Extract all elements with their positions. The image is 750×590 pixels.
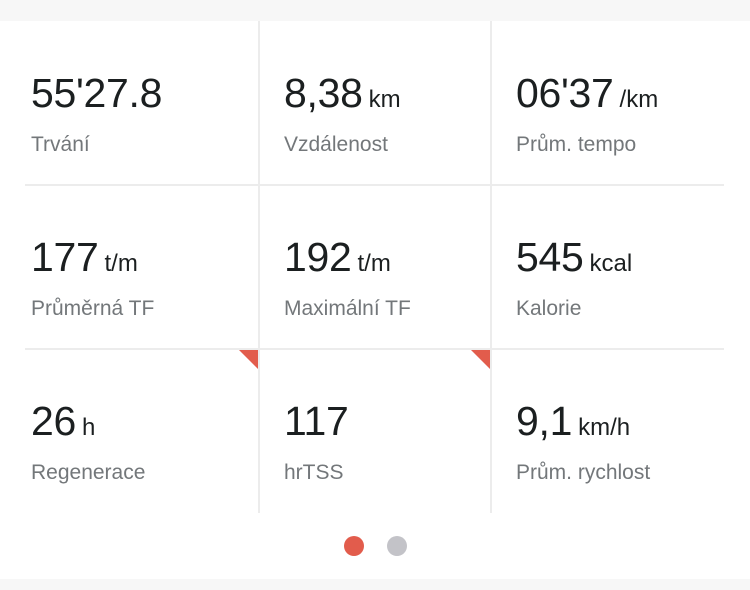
stat-unit: km (368, 86, 401, 113)
grid-divider-vertical (258, 21, 260, 513)
stat-unit: kcal (589, 250, 633, 277)
stat-value: 177 (31, 234, 99, 280)
page-dot[interactable] (387, 536, 407, 556)
info-corner-flag (471, 350, 490, 369)
stat-avg-speed[interactable]: 9,1 km/h Prům. rychlost (492, 349, 724, 513)
stat-value: 545 (516, 234, 584, 280)
stat-distance[interactable]: 8,38 km Vzdálenost (260, 21, 490, 185)
stat-unit: km/h (578, 414, 631, 441)
info-corner-flag (239, 350, 258, 369)
stat-max-cadence[interactable]: 192 t/m Maximální TF (260, 185, 490, 349)
stat-label: Trvání (31, 133, 90, 156)
stat-unit: t/m (104, 250, 138, 277)
stat-label: Prům. tempo (516, 133, 637, 156)
stat-avg-cadence[interactable]: 177 t/m Průměrná TF (25, 185, 258, 349)
stat-value: 26 (31, 398, 77, 444)
stat-hrtss[interactable]: 117 hrTSS (260, 349, 490, 513)
page-dot-active[interactable] (344, 536, 364, 556)
stat-label: Regenerace (31, 461, 146, 484)
stat-label: Prům. rychlost (516, 461, 651, 484)
stat-unit: h (82, 414, 96, 441)
stat-label: Vzdálenost (284, 133, 388, 156)
stat-duration[interactable]: 55'27.8 Trvání (25, 21, 258, 185)
stat-unit: /km (619, 86, 659, 113)
grid-divider-vertical (490, 21, 492, 513)
stat-value: 117 (284, 398, 349, 444)
stats-grid: 55'27.8 Trvání 8,38 km Vzdálenost 06'37/k… (25, 21, 724, 513)
stat-label: Kalorie (516, 297, 582, 320)
stat-value: 06'37 (516, 70, 614, 116)
stat-label: Průměrná TF (31, 297, 155, 320)
stat-recovery[interactable]: 26 h Regenerace (25, 349, 258, 513)
stat-value: 192 (284, 234, 352, 280)
stat-value: 55'27.8 (31, 70, 163, 116)
pagination-dots (0, 536, 750, 558)
stat-label: hrTSS (284, 461, 344, 484)
stat-value: 9,1 (516, 398, 573, 444)
stat-value: 8,38 (284, 70, 363, 116)
workout-summary-card: 55'27.8 Trvání 8,38 km Vzdálenost 06'37/k… (0, 21, 750, 579)
grid-divider-horizontal (25, 348, 724, 350)
stat-unit: t/m (357, 250, 391, 277)
stat-calories[interactable]: 545 kcal Kalorie (492, 185, 724, 349)
stat-label: Maximální TF (284, 297, 411, 320)
stat-avg-pace[interactable]: 06'37/km Prům. tempo (492, 21, 724, 185)
grid-divider-horizontal (25, 184, 724, 186)
